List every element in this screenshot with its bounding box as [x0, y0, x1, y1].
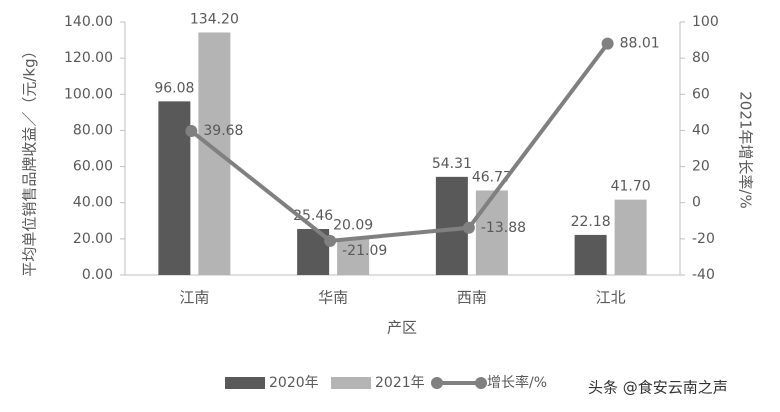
y2-tick-label: 100	[692, 14, 719, 30]
y2-tick-label: 40	[692, 122, 710, 138]
data-label: 39.68	[203, 123, 243, 139]
data-label: 88.01	[620, 36, 660, 52]
bar	[614, 199, 647, 275]
data-label: 20.09	[333, 218, 373, 234]
y2-tick-label: 20	[692, 159, 710, 175]
legend-label: 2020年	[269, 375, 319, 391]
bar	[337, 238, 370, 275]
bar	[435, 176, 468, 275]
legend-label: 2021年	[375, 375, 425, 391]
line-marker	[462, 221, 475, 234]
line-marker	[324, 234, 337, 247]
legend-swatch	[431, 377, 443, 389]
data-label: 96.08	[154, 80, 194, 96]
data-label: -21.09	[342, 243, 387, 259]
legend-label: 增长率/%	[487, 374, 547, 391]
y2-tick-label: 80	[692, 50, 710, 66]
data-label: 54.31	[432, 156, 472, 172]
data-label: 134.20	[190, 11, 239, 27]
y2-tick-label: -40	[692, 267, 715, 283]
y2-axis-title: 2021年增长率/%	[737, 91, 755, 208]
y2-tick-label: 60	[692, 86, 710, 102]
y-axis-title: 平均单位销售品牌收益／（元/kg）	[21, 43, 39, 276]
line-marker	[185, 125, 198, 138]
y-tick-label: 0.00	[82, 267, 113, 283]
x-tick-label: 西南	[457, 289, 487, 307]
legend-swatch	[331, 377, 371, 389]
y-tick-label: 120.00	[64, 50, 113, 66]
bar	[158, 101, 191, 275]
legend-swatch	[225, 377, 265, 389]
data-label: 22.18	[571, 214, 611, 230]
x-tick-label: 江南	[179, 289, 209, 307]
bar	[574, 234, 607, 275]
y-tick-label: 140.00	[64, 14, 113, 30]
y-tick-label: 20.00	[73, 231, 113, 247]
y-tick-label: 40.00	[73, 195, 113, 211]
bar	[198, 32, 231, 275]
data-label: 41.70	[611, 179, 651, 195]
line	[190, 42, 610, 243]
x-axis-title: 产区	[387, 319, 417, 337]
y-tick-label: 60.00	[73, 159, 113, 175]
x-tick-label: 江北	[596, 289, 626, 307]
x-tick-label: 华南	[318, 289, 348, 307]
data-label: -13.88	[481, 220, 526, 236]
bar	[475, 190, 508, 275]
legend-swatch	[475, 377, 487, 389]
y-tick-label: 80.00	[73, 122, 113, 138]
line-marker	[601, 37, 614, 50]
y2-tick-label: 0	[692, 195, 701, 211]
y-tick-label: 100.00	[64, 86, 113, 102]
y2-tick-label: -20	[692, 231, 715, 247]
watermark: 头条 @食安云南之声	[588, 379, 728, 397]
